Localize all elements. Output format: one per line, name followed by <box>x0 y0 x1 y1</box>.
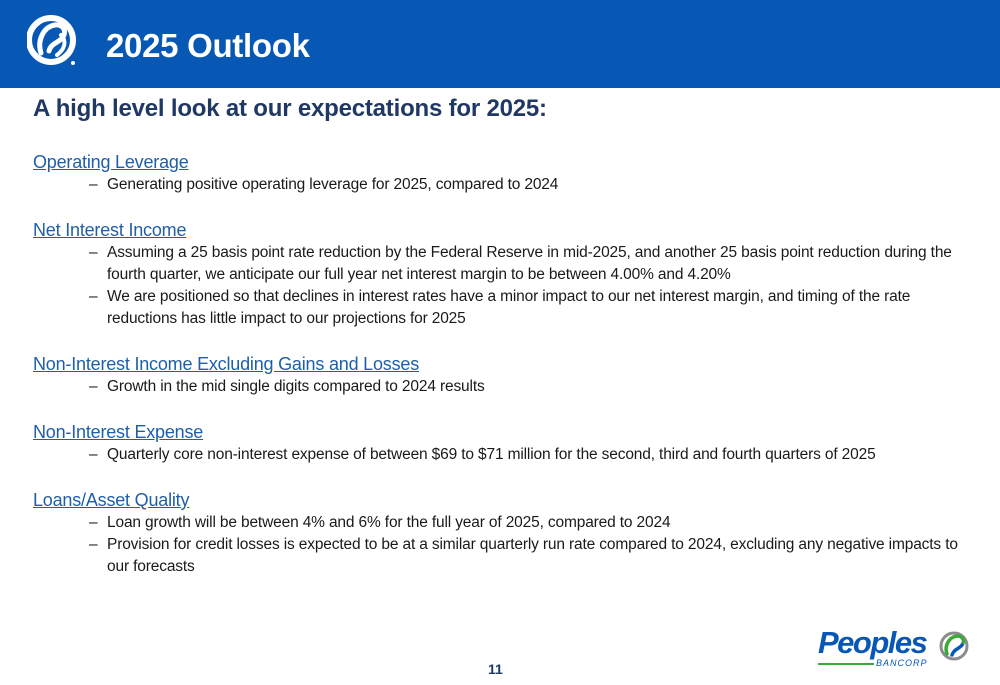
brand-wordmark: Peoples <box>818 625 928 660</box>
slide-subtitle: A high level look at our expectations fo… <box>33 95 547 122</box>
bullet-text: We are positioned so that declines in in… <box>107 288 911 327</box>
bullet-item: – We are positioned so that declines in i… <box>89 286 973 330</box>
peoples-swirl-logo-icon <box>939 631 969 661</box>
outlook-content: Operating Leverage – Generating positive … <box>33 150 973 600</box>
bullet-item: – Quarterly core non-interest expense of … <box>89 444 973 466</box>
bullet-text: Provision for credit losses is expected … <box>107 536 958 575</box>
bullet-list: – Generating positive operating leverage … <box>33 174 973 196</box>
bullet-dash: – <box>89 176 98 193</box>
section-heading: Loans/Asset Quality <box>33 490 190 510</box>
section-heading: Operating Leverage <box>33 152 189 172</box>
peoples-swirl-logo-icon <box>27 15 76 65</box>
peoples-bancorp-logo: Peoples BANCORP <box>818 626 978 672</box>
bullet-list: – Loan growth will be between 4% and 6% f… <box>33 512 973 578</box>
bullet-list: – Quarterly core non-interest expense of … <box>33 444 973 466</box>
bullet-text: Assuming a 25 basis point rate reduction… <box>107 244 952 283</box>
page-title: 2025 Outlook <box>106 27 310 64</box>
brand-subtext: BANCORP <box>876 658 928 668</box>
section-net-interest-income: Net Interest Income – Assuming a 25 basis… <box>33 218 973 330</box>
bullet-dash: – <box>89 378 98 395</box>
header-bar: 2025 Outlook <box>0 0 1000 88</box>
bullet-dash: – <box>89 288 98 305</box>
bullet-dash: – <box>89 514 98 531</box>
section-non-interest-expense: Non-Interest Expense – Quarterly core non… <box>33 420 973 466</box>
section-heading: Non-Interest Expense <box>33 422 204 442</box>
bullet-item: – Loan growth will be between 4% and 6% f… <box>89 512 973 534</box>
bullet-text: Loan growth will be between 4% and 6% fo… <box>107 514 671 531</box>
brand-rule <box>818 663 874 665</box>
section-loans-asset-quality: Loans/Asset Quality – Loan growth will be… <box>33 488 973 578</box>
bullet-item: – Assuming a 25 basis point rate reductio… <box>89 242 973 286</box>
section-heading: Net Interest Income <box>33 220 187 240</box>
bullet-text: Generating positive operating leverage f… <box>107 176 559 193</box>
bullet-dash: – <box>89 536 98 553</box>
bullet-dash: – <box>89 446 98 463</box>
bullet-text: Quarterly core non-interest expense of b… <box>107 446 876 463</box>
section-non-interest-income: Non-Interest Income Excluding Gains and … <box>33 352 973 398</box>
section-heading: Non-Interest Income Excluding Gains and … <box>33 354 420 374</box>
bullet-list: – Assuming a 25 basis point rate reductio… <box>33 242 973 330</box>
section-operating-leverage: Operating Leverage – Generating positive … <box>33 150 973 196</box>
page-number: 11 <box>488 661 503 677</box>
bullet-item: – Growth in the mid single digits compare… <box>89 376 973 398</box>
bullet-item: – Generating positive operating leverage … <box>89 174 973 196</box>
bullet-item: – Provision for credit losses is expected… <box>89 534 973 578</box>
bullet-list: – Growth in the mid single digits compare… <box>33 376 973 398</box>
bullet-dash: – <box>89 244 98 261</box>
bullet-text: Growth in the mid single digits compared… <box>107 378 485 395</box>
